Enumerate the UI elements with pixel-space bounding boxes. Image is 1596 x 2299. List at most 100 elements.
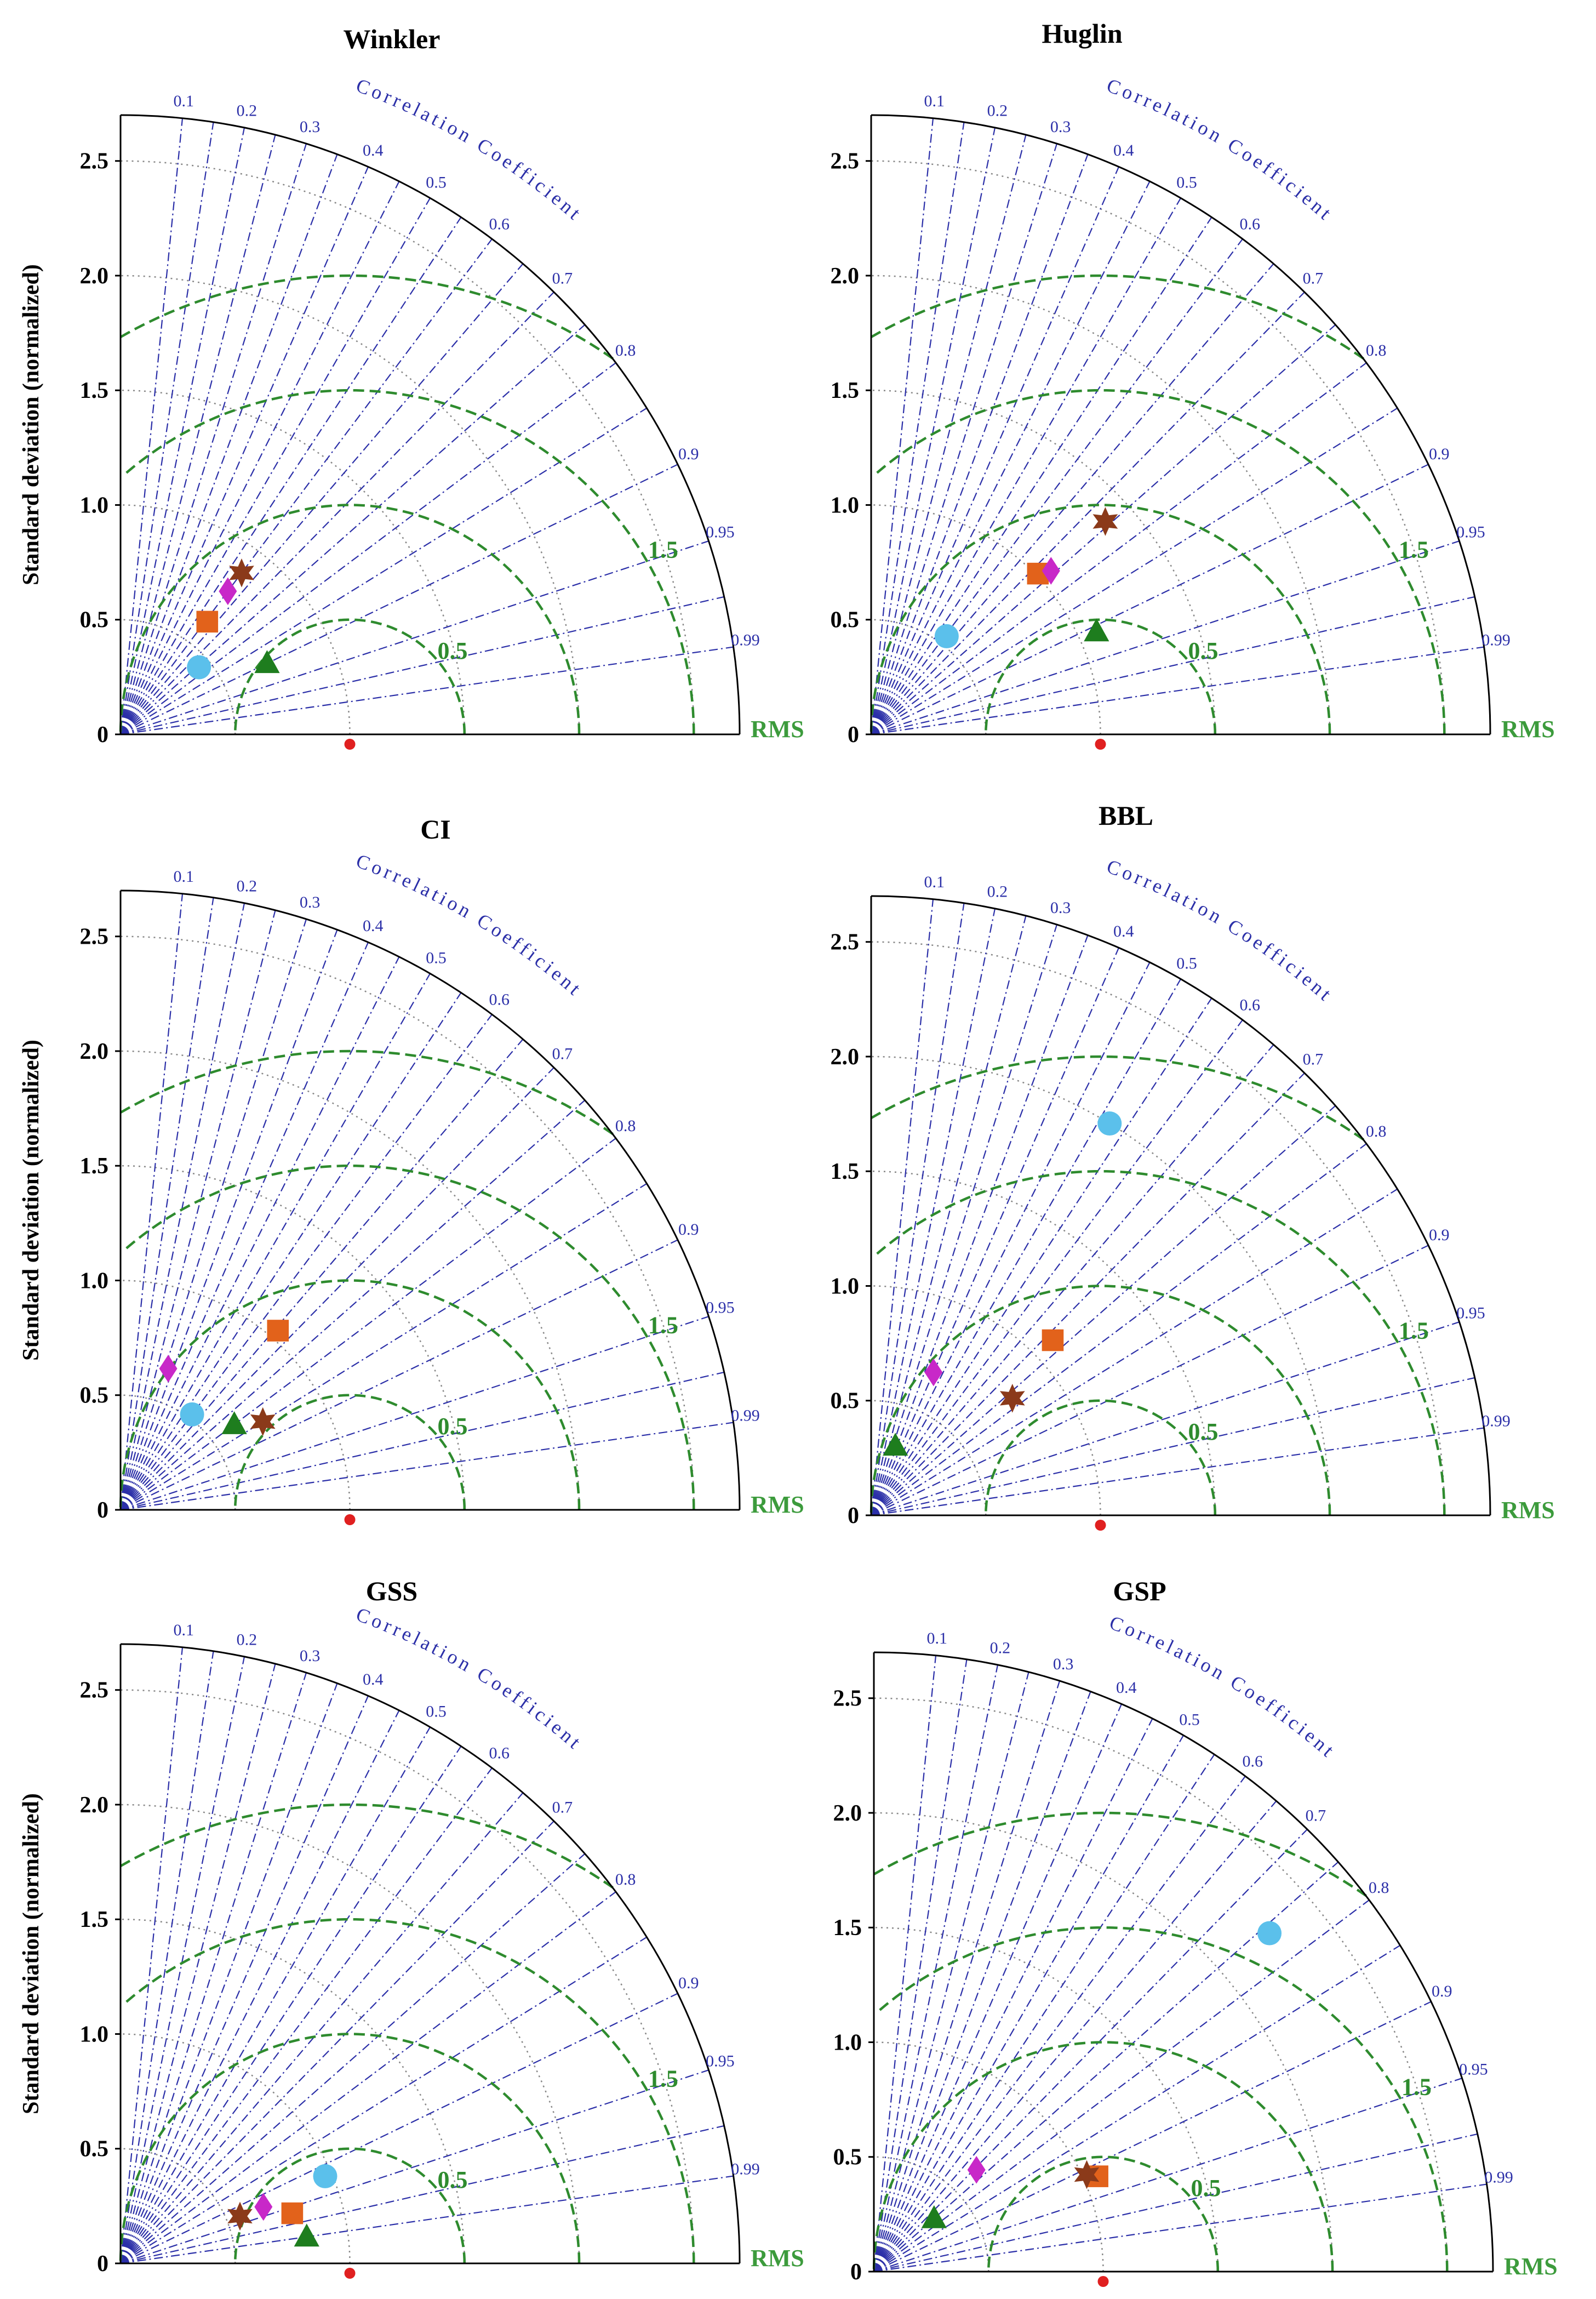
correlation-line <box>119 903 245 1510</box>
std-grid-arc <box>120 1050 580 1510</box>
panel-title: Winkler <box>344 24 441 54</box>
correlation-line <box>870 947 1120 1516</box>
taylor-panel-huglin: Huglin 0 0.5 1.0 1.5 2.0 2.5 0.1 0.2 0.3 0.4 0.5 0.6… <box>831 18 1555 750</box>
std-grid-arc <box>871 275 1331 735</box>
correlation-line <box>871 1427 1484 1516</box>
correlation-line <box>120 1183 648 1510</box>
correlation-tick-label: 0.99 <box>1484 2168 1513 2186</box>
std-grid-arc <box>873 1812 1334 2272</box>
rms-axis-label: RMS <box>751 2245 804 2272</box>
correlation-line <box>871 1073 1305 1516</box>
correlation-line <box>120 596 724 735</box>
rms-contour-label: 0.5 <box>437 1413 467 1440</box>
y-tick-label: 1.0 <box>833 2030 862 2055</box>
data-point-diamond <box>219 577 237 606</box>
correlation-line <box>120 407 648 735</box>
data-point-star <box>227 2201 253 2231</box>
correlation-line <box>873 1718 1153 2272</box>
correlation-line <box>873 2001 1432 2272</box>
correlation-line <box>873 1659 968 2272</box>
correlation-line <box>871 464 1429 735</box>
rms-contour-label: 0.5 <box>1188 1418 1218 1445</box>
rms-contour-label: 1.5 <box>648 536 678 563</box>
correlation-tick-label: 0.6 <box>1242 1752 1263 1770</box>
correlation-line <box>871 216 1212 735</box>
y-tick-label: 0.5 <box>80 2137 109 2162</box>
correlation-line <box>120 1371 724 1511</box>
correlation-tick-label: 0.6 <box>489 1744 510 1762</box>
correlation-tick-label: 0.3 <box>300 893 321 911</box>
reference-point <box>1097 2276 1109 2287</box>
correlation-line <box>870 924 1058 1516</box>
correlation-tick-label: 0.8 <box>1366 341 1387 360</box>
data-point-circle <box>180 1402 204 1427</box>
y-tick-label: 2.0 <box>80 264 109 289</box>
rms-contour <box>119 2033 581 2264</box>
correlation-line <box>120 1039 524 1510</box>
y-tick-label: 2.0 <box>833 1801 862 1826</box>
correlation-line <box>119 1672 307 2264</box>
std-grid-arc <box>120 2148 236 2264</box>
correlation-tick-label: 0.6 <box>489 990 510 1008</box>
y-tick-label: 1.5 <box>833 1915 862 1941</box>
correlation-tick-label: 0.5 <box>1176 954 1197 972</box>
rms-contour <box>870 1055 1364 1141</box>
rms-contour <box>119 274 614 360</box>
rms-contour-label: 1.5 <box>1399 1317 1429 1344</box>
correlation-tick-label: 0.8 <box>615 1870 636 1889</box>
std-grid-arc <box>873 2041 1104 2272</box>
correlation-line <box>871 1188 1398 1516</box>
correlation-line <box>871 197 1181 735</box>
y-tick-label: 1.0 <box>80 2022 109 2047</box>
correlation-tick-label: 0.1 <box>926 1629 947 1647</box>
y-tick-label: 1.5 <box>80 378 109 403</box>
correlation-label-path <box>355 1619 660 1841</box>
y-tick-label: 1.5 <box>831 378 860 403</box>
correlation-tick-label: 0.2 <box>237 1630 258 1648</box>
y-tick-label: 0 <box>848 722 859 748</box>
correlation-line <box>120 197 431 735</box>
data-point-star <box>250 1407 276 1436</box>
data-point-star <box>999 1384 1025 1413</box>
y-tick-label: 2.0 <box>831 1045 860 1070</box>
y-tick-label: 2.0 <box>831 264 860 289</box>
correlation-tick-label: 0.9 <box>678 445 699 463</box>
y-tick-label: 2.5 <box>80 149 109 174</box>
panel-title: GSP <box>1113 1576 1166 1606</box>
std-grid-arc <box>120 160 695 735</box>
data-point-triangle <box>883 1433 908 1456</box>
y-tick-label: 0.5 <box>80 608 109 633</box>
correlation-line <box>120 1745 462 2264</box>
data-point-square <box>281 2202 304 2224</box>
correlation-line <box>119 893 184 1510</box>
outer-arc <box>871 895 1491 1516</box>
y-tick-label: 0.5 <box>831 608 860 633</box>
correlation-line <box>120 540 709 735</box>
correlation-line <box>120 1936 648 2264</box>
correlation-line <box>870 903 965 1516</box>
data-point-triangle <box>294 2223 319 2247</box>
correlation-line <box>120 992 462 1510</box>
correlation-line <box>119 929 338 1510</box>
reference-point <box>344 2268 356 2279</box>
correlation-tick-label: 0.5 <box>426 173 447 191</box>
correlation-line <box>120 362 616 735</box>
data-point-triangle <box>1084 618 1109 642</box>
correlation-line <box>120 1767 493 2264</box>
correlation-tick-label: 0.4 <box>363 141 384 159</box>
correlation-tick-label: 0.5 <box>1179 1710 1200 1728</box>
correlation-tick-label: 0.7 <box>1306 1806 1326 1824</box>
correlation-line <box>871 263 1274 735</box>
rms-contour-label: 0.5 <box>1188 637 1218 664</box>
correlation-line <box>120 181 400 735</box>
correlation-line <box>873 2183 1487 2273</box>
correlation-tick-label: 0.3 <box>1053 1655 1074 1673</box>
rms-contour <box>234 2147 466 2264</box>
y-tick-label: 0 <box>97 2251 108 2277</box>
correlation-line <box>120 2175 734 2264</box>
correlation-line <box>870 143 1058 735</box>
correlation-label-path <box>1106 90 1411 312</box>
correlation-line <box>119 127 245 735</box>
correlation-tick-label: 0.8 <box>615 1117 636 1135</box>
